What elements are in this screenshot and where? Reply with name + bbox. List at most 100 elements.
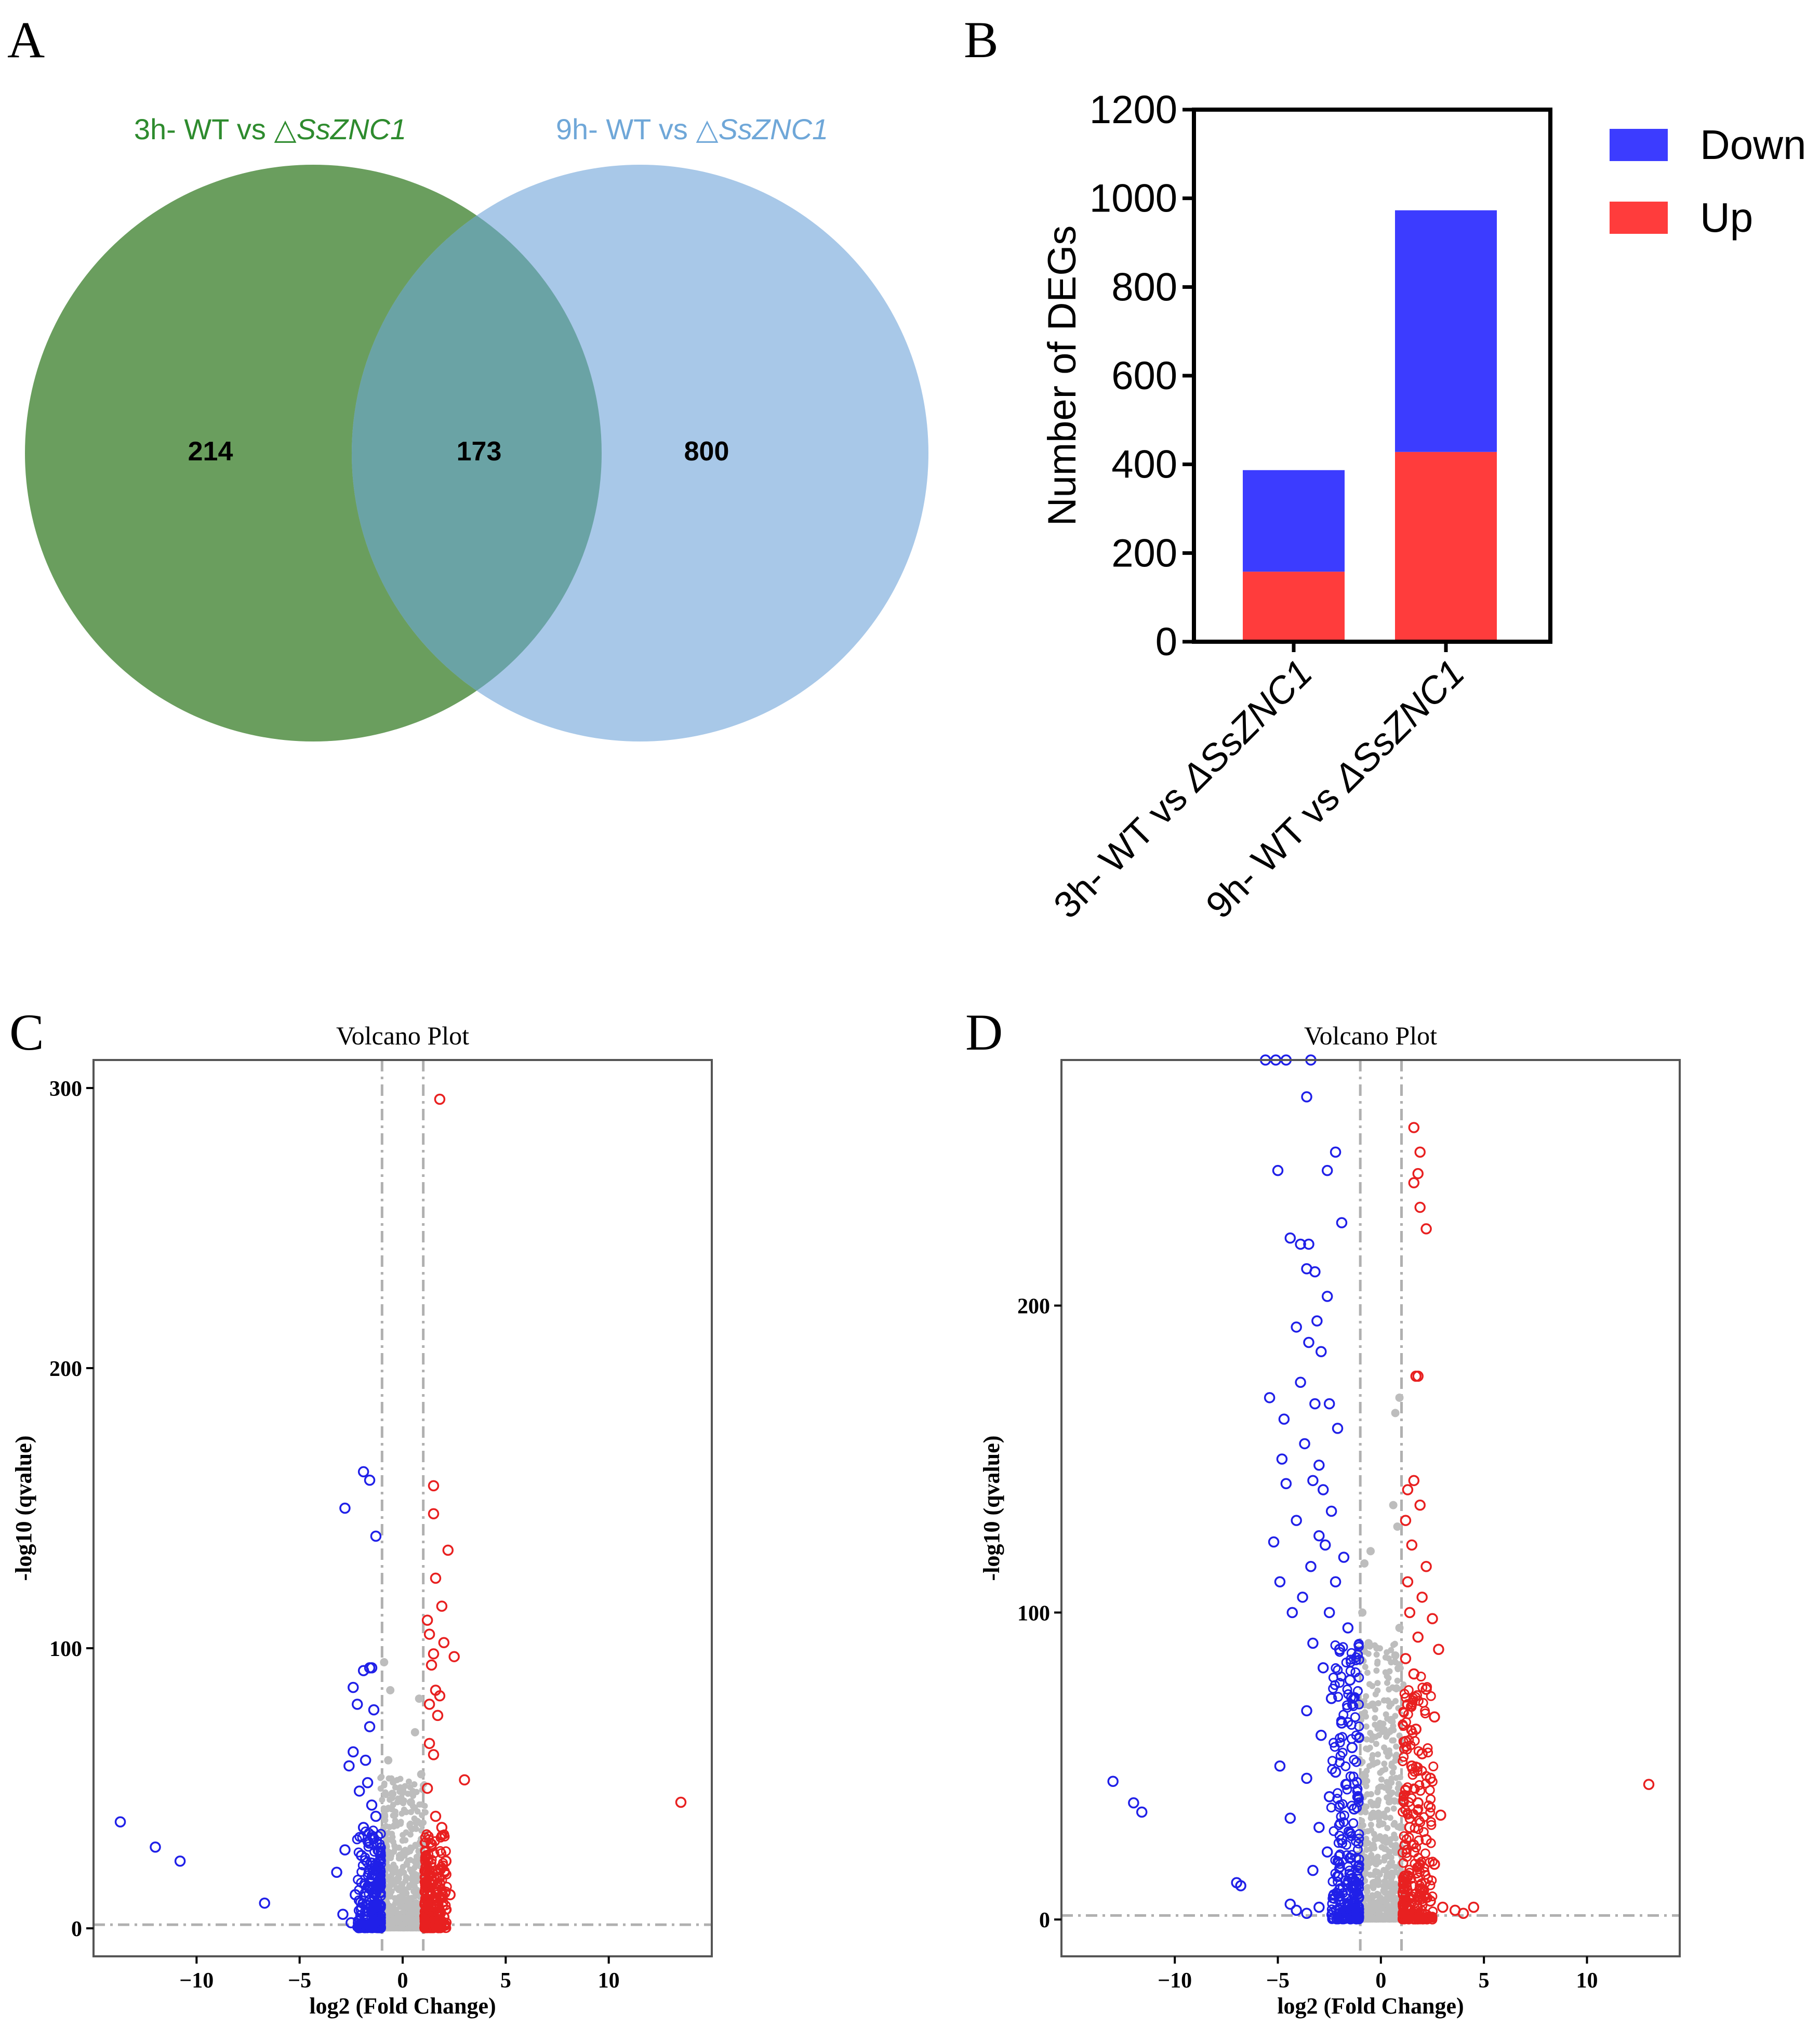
up-point <box>1402 1809 1413 1820</box>
ns-point <box>1373 1667 1380 1674</box>
down-point <box>1353 1649 1363 1660</box>
down-point <box>1313 1901 1325 1913</box>
y-tick-label: 200 <box>1017 1295 1050 1319</box>
up-point <box>426 1838 437 1850</box>
up-point <box>1402 1871 1414 1883</box>
ns-point <box>1371 1831 1377 1837</box>
up-point <box>1415 1860 1425 1870</box>
ns-point <box>1374 1890 1380 1897</box>
down-point <box>1351 1757 1362 1767</box>
ns-point <box>1397 1824 1403 1831</box>
ns-point <box>1391 1409 1400 1417</box>
ns-point <box>390 1779 396 1786</box>
down-point <box>353 1847 364 1858</box>
up-point <box>437 1875 447 1885</box>
ns-point <box>1368 1791 1375 1797</box>
up-point <box>1423 1743 1433 1753</box>
ns-point <box>1375 1751 1381 1758</box>
ns-point <box>1379 1767 1386 1774</box>
venn-set2-label-gene: SsZNC1 <box>719 113 829 145</box>
down-point <box>1352 1686 1363 1696</box>
down-point <box>1346 1907 1358 1919</box>
ns-point <box>1384 1779 1390 1785</box>
ns-point <box>1391 1640 1398 1647</box>
ns-point <box>1384 1673 1390 1679</box>
down-point <box>353 1785 365 1797</box>
bar-up-1 <box>1243 572 1345 642</box>
up-point <box>1402 1576 1414 1588</box>
ns-point <box>1372 1733 1379 1740</box>
up-point <box>1416 1592 1428 1603</box>
ns-point <box>1387 1716 1396 1725</box>
ns-point <box>1386 1703 1393 1710</box>
up-point <box>423 1628 435 1640</box>
ns-point <box>391 1848 397 1855</box>
ns-point <box>1386 1894 1392 1901</box>
ns-point <box>1363 1736 1370 1743</box>
ns-point <box>404 1875 410 1882</box>
up-point <box>1400 1785 1412 1796</box>
down-point <box>1284 1812 1296 1824</box>
up-point <box>423 1699 435 1710</box>
down-point <box>1311 1315 1323 1327</box>
up-point <box>1433 1644 1444 1655</box>
up-point <box>1417 1905 1427 1916</box>
down-point <box>1354 1654 1364 1665</box>
down-point <box>343 1760 355 1772</box>
bar-legend: Down Up <box>1610 122 1806 241</box>
ns-point <box>1397 1665 1404 1672</box>
down-point <box>1330 1146 1341 1158</box>
up-point <box>442 1544 454 1556</box>
up-point <box>1420 1223 1432 1235</box>
up-point <box>1435 1809 1446 1821</box>
ns-point <box>1387 1728 1393 1735</box>
down-point <box>1325 1693 1337 1704</box>
down-points-dense-group <box>1326 1639 1364 1925</box>
up-point <box>423 1738 435 1750</box>
down-point <box>1348 1701 1359 1712</box>
x-tick-label: −10 <box>1158 1969 1192 1993</box>
down-point <box>1272 1164 1284 1176</box>
ns-point <box>1390 1737 1397 1744</box>
ns-point <box>1372 1715 1378 1721</box>
ns-point <box>1380 1887 1387 1894</box>
ns-point <box>413 1861 419 1867</box>
down-point <box>1325 1505 1337 1517</box>
down-point <box>1350 1667 1361 1677</box>
ns-point <box>380 1812 389 1821</box>
up-point <box>1398 1858 1409 1868</box>
up-point <box>1425 1895 1436 1907</box>
down-point <box>360 1754 371 1766</box>
down-point <box>1235 1880 1246 1891</box>
ns-point <box>1387 1814 1393 1821</box>
down-point <box>372 1861 384 1873</box>
down-point <box>1329 1738 1339 1748</box>
down-point <box>362 1777 374 1788</box>
ns-point <box>1373 1741 1379 1747</box>
ns-point <box>400 1887 407 1893</box>
bar-y-tick-label: 1200 <box>1090 88 1177 132</box>
bar-x-category-label: 9h- WT vs ΔSsZNC1 <box>1198 652 1472 926</box>
ns-point <box>1389 1684 1396 1691</box>
bar-down-1 <box>1243 470 1345 572</box>
ns-point <box>387 1883 394 1889</box>
down-point <box>368 1704 380 1716</box>
bar-x-category-gene: ΔSsZNC1 <box>1325 652 1473 800</box>
up-point <box>439 1829 449 1839</box>
ns-point <box>1372 1691 1379 1698</box>
ns-point <box>1373 1802 1380 1809</box>
ns-point <box>391 1843 398 1849</box>
up-point <box>1423 1892 1433 1903</box>
up-point <box>1398 1796 1409 1807</box>
up-point <box>1429 1711 1440 1723</box>
up-point <box>1404 1607 1416 1619</box>
up-point <box>435 1846 445 1856</box>
ns-point <box>417 1770 426 1779</box>
down-point <box>1295 1238 1306 1250</box>
up-point <box>434 1690 446 1702</box>
down-point <box>1291 1904 1302 1916</box>
down-point <box>339 1502 351 1514</box>
y-tick-label: 100 <box>49 1637 82 1661</box>
ns-point <box>1381 1726 1388 1733</box>
y-tick-label: 100 <box>1017 1601 1050 1625</box>
